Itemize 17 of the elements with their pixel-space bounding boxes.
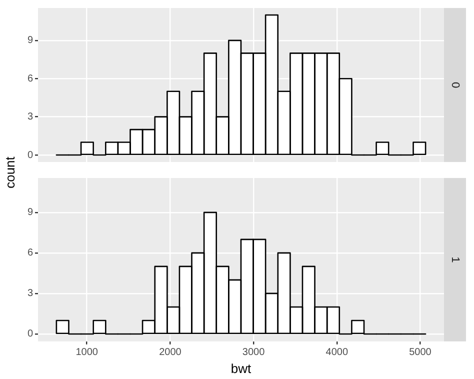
x-tick-label: 3000 — [242, 347, 266, 358]
y-tick-label: 9 — [27, 35, 34, 46]
y-tick-label: 3 — [27, 288, 34, 300]
y-tick-label: 0 — [27, 328, 34, 340]
x-tick-label: 2000 — [159, 347, 182, 358]
y-tick-label: 0 — [27, 150, 34, 161]
y-tick-label: 3 — [27, 112, 34, 123]
y-tick-label: 6 — [27, 248, 34, 259]
y-tick-label: 6 — [27, 73, 34, 84]
text: 1 — [448, 256, 461, 263]
x-tick-label: 5000 — [409, 347, 432, 358]
x-tick-label: 4000 — [326, 347, 348, 358]
y-axis-title: count — [2, 156, 18, 188]
text: 0 — [448, 82, 461, 88]
x-axis-title: bwt — [230, 360, 252, 376]
y-tick-label: 9 — [27, 207, 34, 218]
x-tick-label: 1000 — [76, 347, 98, 358]
